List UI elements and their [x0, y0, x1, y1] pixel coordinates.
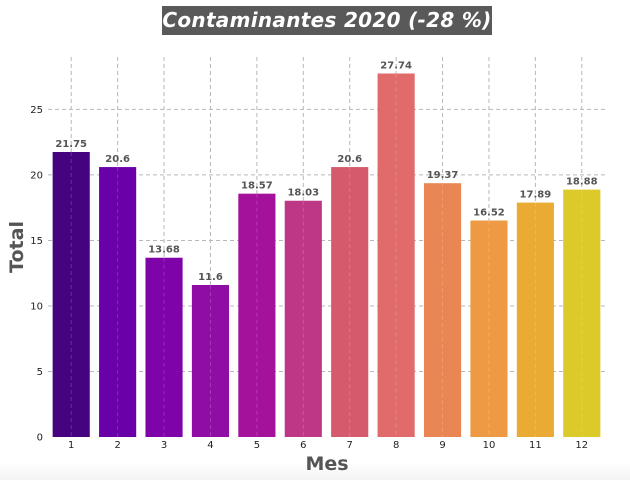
y-tick-label: 25 — [30, 105, 43, 116]
bar-10 — [470, 220, 508, 437]
value-label: 16.52 — [473, 208, 505, 219]
value-label: 20.6 — [337, 154, 362, 165]
y-axis-label: Total — [6, 221, 28, 273]
y-tick-label: 10 — [30, 301, 43, 312]
value-label: 18.88 — [566, 177, 598, 188]
value-label: 19.37 — [427, 170, 459, 181]
chart-title: Contaminantes 2020 (-28 %) — [162, 6, 492, 35]
y-tick-label: 20 — [30, 170, 43, 181]
value-label: 20.6 — [105, 154, 130, 165]
value-label: 17.89 — [520, 190, 552, 201]
value-label: 18.03 — [287, 188, 319, 199]
x-tick-label: 11 — [529, 440, 542, 451]
x-tick-label: 1 — [68, 440, 74, 451]
bar-6 — [284, 200, 322, 437]
value-label: 13.68 — [148, 245, 180, 256]
x-tick-label: 12 — [575, 440, 588, 451]
x-tick-label: 8 — [393, 440, 399, 451]
x-tick-label: 4 — [207, 440, 213, 451]
x-tick-label: 5 — [254, 440, 260, 451]
bar-2 — [99, 167, 137, 437]
bar-5 — [238, 193, 276, 437]
x-tick-label: 6 — [300, 440, 306, 451]
value-label: 18.57 — [241, 181, 273, 192]
bar-11 — [516, 202, 554, 437]
x-tick-label: 9 — [439, 440, 445, 451]
x-tick-label: 3 — [161, 440, 167, 451]
bottom-fade — [0, 462, 630, 480]
value-label: 27.74 — [380, 61, 412, 72]
y-tick-label: 15 — [30, 236, 43, 247]
bar-1 — [52, 152, 90, 437]
bar-4 — [191, 285, 230, 437]
x-tick-label: 10 — [483, 440, 496, 451]
x-tick-label: 7 — [347, 440, 353, 451]
y-tick-label: 5 — [37, 367, 43, 378]
bar-12 — [563, 189, 601, 437]
y-tick-label: 0 — [37, 433, 43, 444]
value-label: 21.75 — [55, 139, 87, 150]
bar-9 — [423, 183, 462, 437]
bar-3 — [145, 257, 183, 437]
x-axis-label: Mes — [305, 453, 348, 475]
bar-8 — [377, 73, 415, 437]
bar-7 — [331, 167, 369, 437]
value-label: 11.6 — [198, 272, 223, 283]
x-tick-label: 2 — [114, 440, 120, 451]
